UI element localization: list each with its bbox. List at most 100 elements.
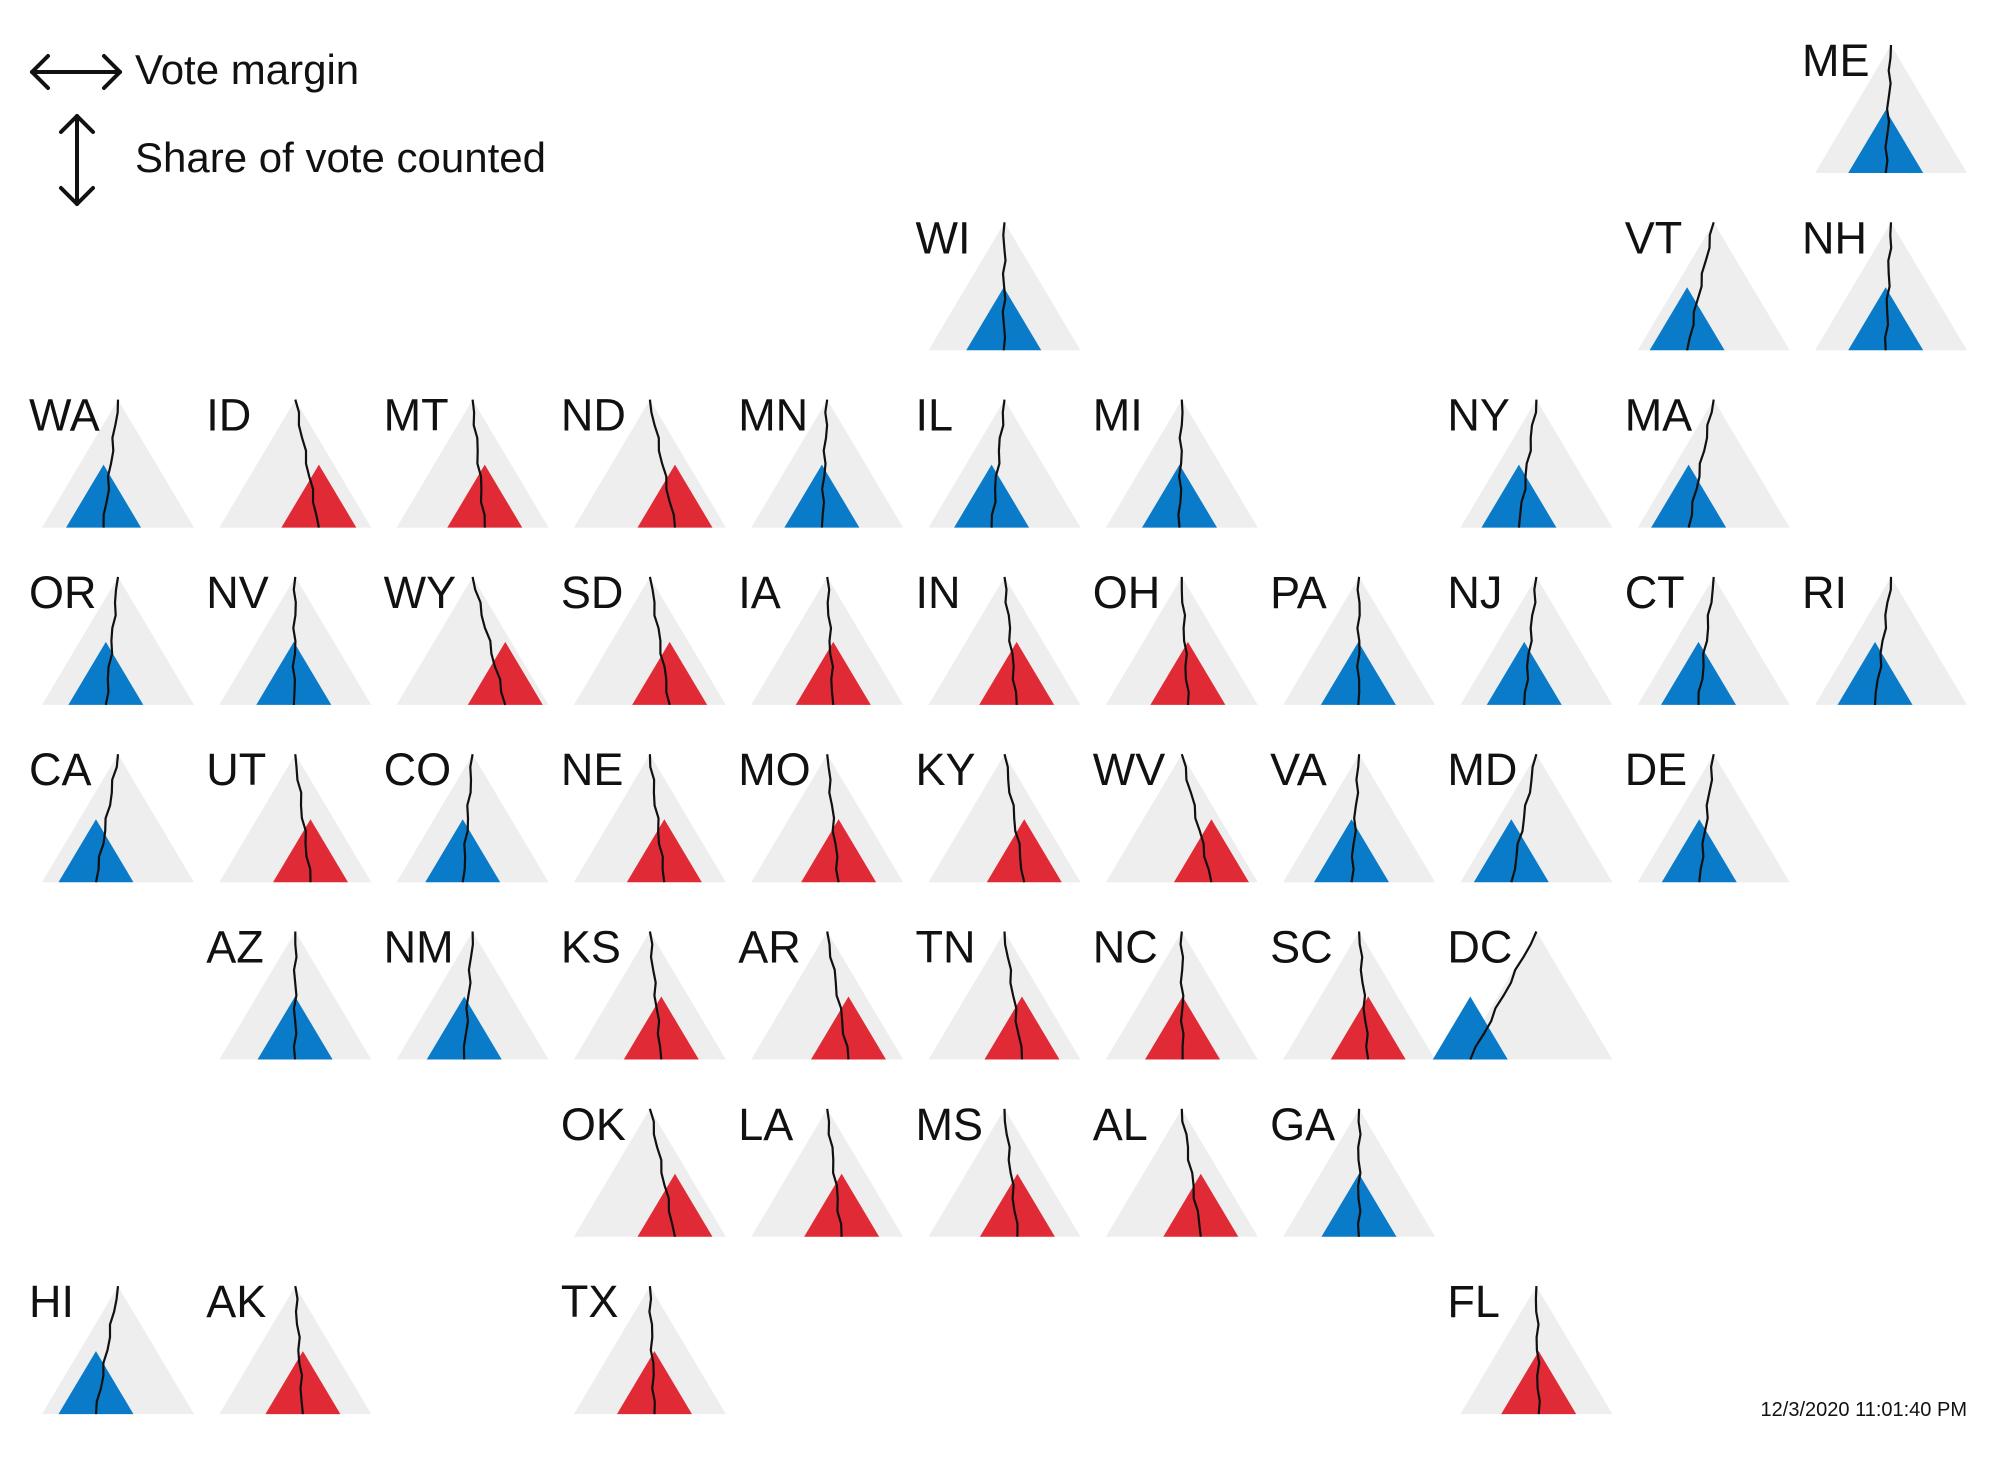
state-tile-ky: KY — [916, 744, 1081, 883]
margin-trace-line — [1523, 576, 1538, 705]
margin-trace-line — [1180, 1108, 1202, 1237]
lead-triangle-dem — [1432, 996, 1508, 1060]
state-tile-ri: RI — [1802, 567, 1967, 705]
lead-triangle-dem — [58, 819, 134, 883]
counted-share-triangle — [1283, 1108, 1436, 1237]
lead-triangle-dem — [1314, 819, 1389, 883]
state-label: VT — [1625, 212, 1683, 263]
lead-triangle-rep — [979, 641, 1055, 705]
lead-triangle-rep — [810, 996, 886, 1060]
state-label: MT — [384, 390, 449, 441]
counted-share-triangle — [751, 576, 904, 705]
state-tile-de: DE — [1625, 744, 1790, 883]
state-tile-sc: SC — [1270, 922, 1436, 1060]
lead-triangle-rep — [1173, 819, 1249, 883]
counted-share-triangle — [1460, 399, 1613, 528]
state-label: NE — [561, 744, 624, 795]
lead-triangle-rep — [795, 641, 871, 705]
lead-triangle-rep — [281, 464, 357, 528]
lead-triangle-rep — [986, 819, 1062, 883]
state-label: WY — [384, 567, 457, 618]
state-tile-nc: NC — [1093, 922, 1258, 1060]
state-label: MI — [1093, 390, 1143, 441]
state-tiles: ME WI VT NH WA ID MT ND MN IL MI NY MA OR NV WY SD IA IN OH… — [29, 35, 1967, 1415]
lead-triangle-rep — [626, 819, 702, 883]
margin-trace-line — [648, 1108, 677, 1238]
state-label: DC — [1447, 922, 1512, 973]
counted-share-triangle — [573, 931, 726, 1060]
state-label: WV — [1093, 744, 1166, 795]
state-label: NC — [1093, 922, 1158, 973]
state-tile-tn: TN — [916, 922, 1081, 1060]
state-label: WI — [916, 212, 971, 263]
margin-trace-line — [1179, 931, 1185, 1060]
counted-share-triangle — [1460, 576, 1613, 705]
state-label: CO — [384, 744, 452, 795]
margin-trace-line — [1003, 931, 1024, 1060]
state-tile-oh: OH — [1093, 567, 1258, 705]
state-label: OR — [29, 567, 97, 618]
lead-triangle-rep — [637, 464, 713, 528]
state-label: MN — [738, 390, 808, 441]
lead-triangle-rep — [467, 641, 543, 705]
timestamp: 12/3/2020 11:01:40 PM — [1761, 1399, 1967, 1421]
lead-triangle-rep — [1501, 1351, 1577, 1415]
state-label: MA — [1625, 390, 1693, 441]
legend: Vote margin Share of vote counted — [30, 46, 546, 206]
lead-triangle-dem — [1486, 641, 1562, 705]
margin-trace-line — [1003, 753, 1026, 883]
state-tile-nm: NM — [384, 922, 549, 1060]
state-tile-ut: UT — [206, 744, 372, 883]
lead-triangle-dem — [66, 464, 142, 528]
counted-share-triangle — [396, 931, 549, 1060]
state-tile-ga: GA — [1270, 1099, 1436, 1237]
state-label: AL — [1093, 1099, 1148, 1150]
state-tile-mi: MI — [1093, 390, 1258, 528]
state-tile-wv: WV — [1093, 744, 1258, 883]
margin-trace-line — [1180, 753, 1213, 883]
counted-share-triangle — [42, 576, 194, 705]
margin-trace-line — [648, 931, 663, 1060]
legend-share-counted-label: Share of vote counted — [135, 134, 546, 181]
state-tile-co: CO — [384, 744, 549, 883]
state-tile-ma: MA — [1625, 390, 1790, 528]
margin-trace-line — [1534, 1286, 1541, 1415]
lead-triangle-dem — [426, 996, 502, 1060]
state-tile-ne: NE — [561, 744, 726, 883]
state-tile-vt: VT — [1625, 212, 1790, 351]
state-label: ID — [206, 390, 251, 441]
lead-triangle-dem — [1651, 464, 1727, 528]
margin-trace-line — [1510, 753, 1538, 883]
state-tile-ct: CT — [1625, 567, 1790, 705]
state-tile-mo: MO — [738, 744, 904, 883]
state-label: IN — [916, 567, 961, 618]
counted-share-triangle — [928, 576, 1081, 705]
counted-share-triangle — [1105, 931, 1258, 1060]
state-tile-md: MD — [1447, 744, 1613, 883]
lead-triangle-dem — [1661, 819, 1737, 883]
state-tile-ca: CA — [29, 744, 194, 883]
state-label: IA — [738, 567, 781, 618]
lead-triangle-rep — [447, 464, 523, 528]
margin-trace-line — [294, 754, 312, 883]
state-tile-ak: AK — [206, 1276, 372, 1415]
state-label: ND — [561, 390, 626, 441]
margin-trace-line — [1180, 576, 1190, 705]
state-tile-fl: FL — [1447, 1276, 1613, 1415]
state-tile-va: VA — [1270, 744, 1436, 883]
margin-trace-line — [294, 1285, 304, 1415]
lead-triangle-rep — [616, 1351, 692, 1415]
margin-trace-line — [1686, 221, 1715, 351]
margin-trace-line — [648, 1286, 656, 1415]
counted-share-triangle — [1105, 576, 1258, 705]
counted-share-triangle — [928, 399, 1081, 528]
margin-trace-line — [1873, 576, 1893, 705]
state-tile-ks: KS — [561, 922, 726, 1060]
state-tile-hi: HI — [29, 1276, 194, 1415]
state-tile-nd: ND — [561, 390, 726, 528]
margin-trace-line — [1698, 753, 1715, 883]
state-label: AK — [206, 1276, 266, 1327]
state-label: ME — [1802, 35, 1870, 86]
lead-triangle-rep — [801, 819, 877, 883]
state-tile-pa: PA — [1270, 567, 1436, 705]
